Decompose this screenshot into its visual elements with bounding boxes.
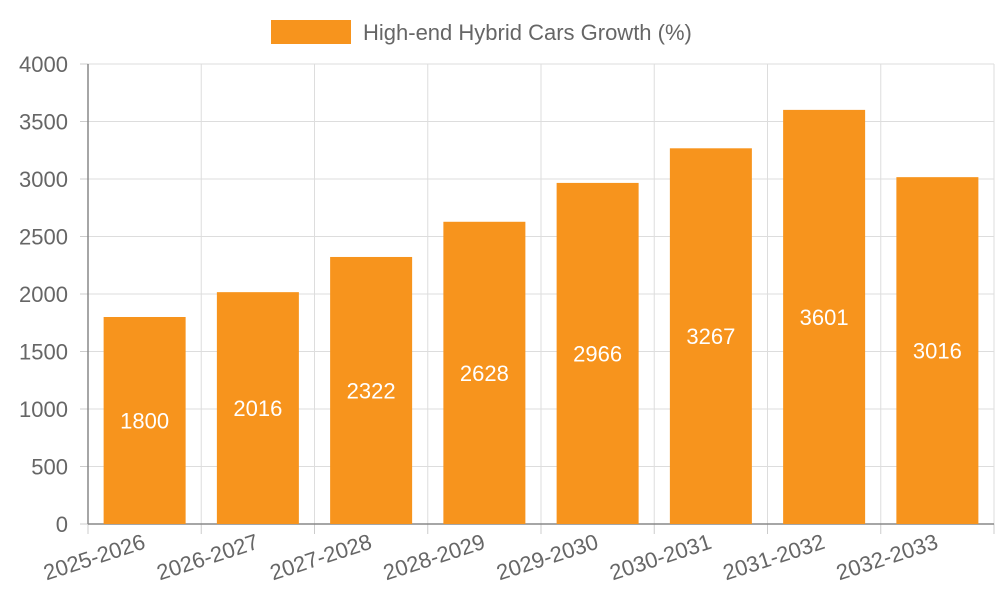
- bar-value-label: 2016: [233, 396, 282, 421]
- y-tick-labels: 0 500 1000 1500 2000 2500 3000 3500 4000: [19, 52, 68, 537]
- legend-swatch: [271, 20, 351, 44]
- data-labels: 1800 2016 2322 2628 2966 3267 3601 3016: [120, 305, 962, 434]
- bar-value-label: 3016: [913, 339, 962, 364]
- bar-value-label: 1800: [120, 409, 169, 434]
- x-tick-labels: 2025-2026 2026-2027 2027-2028 2028-2029 2029…: [40, 529, 941, 585]
- x-tick-label: 2029-2030: [493, 529, 601, 585]
- y-tick-label: 1000: [19, 397, 68, 422]
- y-tick-label: 3000: [19, 167, 68, 192]
- bar-value-label: 2628: [460, 361, 509, 386]
- bar[interactable]: [103, 317, 186, 524]
- bar[interactable]: [556, 182, 639, 524]
- x-tick-label: 2027-2028: [267, 529, 375, 585]
- legend-label: High-end Hybrid Cars Growth (%): [363, 20, 692, 45]
- bar[interactable]: [669, 148, 752, 525]
- y-tick-label: 2500: [19, 225, 68, 250]
- y-tick-label: 2000: [19, 282, 68, 307]
- y-tick-label: 0: [56, 512, 68, 537]
- y-tick-label: 4000: [19, 52, 68, 77]
- x-tick-label: 2030-2031: [607, 529, 715, 585]
- x-tick-label: 2028-2029: [380, 529, 488, 585]
- x-tick-label: 2026-2027: [154, 529, 262, 585]
- y-tick-label: 3500: [19, 110, 68, 135]
- bar-value-label: 3601: [800, 305, 849, 330]
- bar[interactable]: [783, 109, 866, 524]
- y-tick-label: 500: [31, 455, 68, 480]
- x-tick-label: 2032-2033: [833, 529, 941, 585]
- y-tick-label: 1500: [19, 340, 68, 365]
- bars: [103, 109, 979, 525]
- bar[interactable]: [330, 256, 413, 524]
- x-tick-label: 2025-2026: [40, 529, 148, 585]
- bar[interactable]: [216, 292, 299, 524]
- x-tick-label: 2031-2032: [720, 529, 828, 585]
- bar[interactable]: [443, 221, 526, 524]
- bar-value-label: 3267: [686, 324, 735, 349]
- legend[interactable]: High-end Hybrid Cars Growth (%): [271, 20, 692, 45]
- bar-value-label: 2322: [347, 378, 396, 403]
- bar-value-label: 2966: [573, 341, 622, 366]
- bar[interactable]: [896, 177, 979, 524]
